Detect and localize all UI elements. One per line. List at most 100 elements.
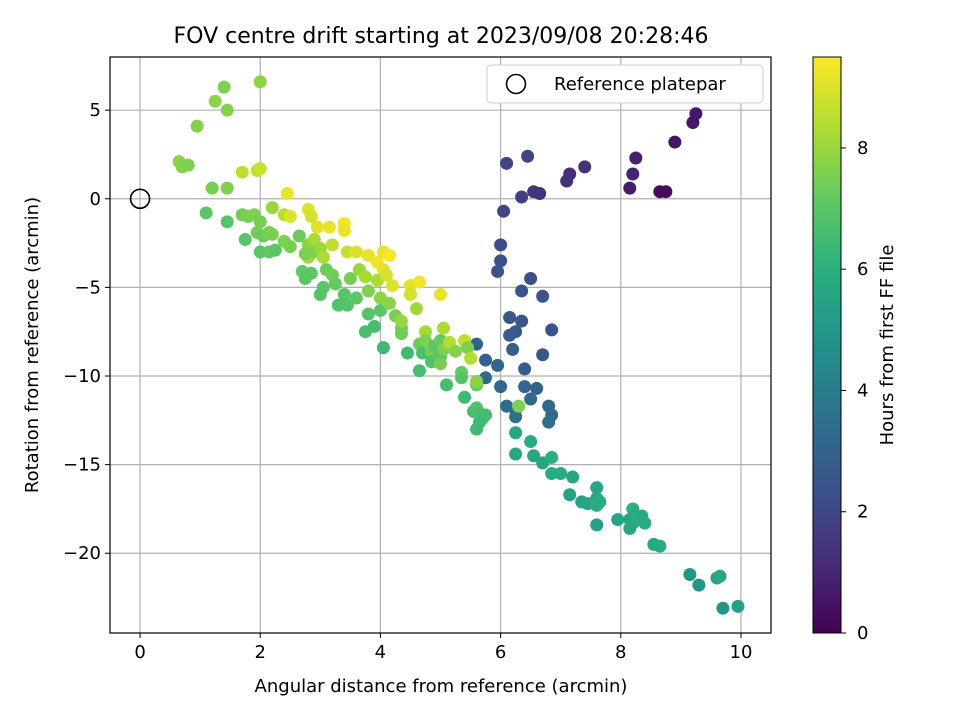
- scatter-point: [199, 206, 213, 220]
- scatter-point: [217, 80, 231, 94]
- y-axis-label: Rotation from reference (arcmin): [22, 197, 43, 493]
- scatter-point: [394, 326, 408, 340]
- scatter-point: [590, 518, 604, 532]
- scatter-point: [337, 287, 351, 301]
- scatter-point: [530, 381, 544, 395]
- scatter-point: [400, 346, 414, 360]
- scatter-point: [533, 186, 547, 200]
- scatter-point: [689, 107, 703, 121]
- legend: Reference platepar: [486, 64, 764, 104]
- colorbar-tick-label: 8: [857, 138, 868, 159]
- scatter-point: [470, 374, 484, 388]
- colorbar-ticks: 0 2 4 6 8: [841, 138, 868, 644]
- scatter-point: [403, 287, 417, 301]
- scatter-point: [494, 380, 508, 394]
- scatter-point: [560, 174, 574, 188]
- scatter-point: [373, 303, 387, 317]
- reference-marker-layer: [129, 188, 151, 210]
- scatter-point: [554, 466, 568, 480]
- x-tick-label: 8: [615, 642, 626, 663]
- scatter-point: [235, 165, 249, 179]
- scatter-point: [503, 311, 517, 325]
- chart-title: FOV centre drift starting at 2023/09/08 …: [174, 24, 709, 49]
- scatter-point: [208, 94, 222, 108]
- plot-area-frame: [109, 56, 772, 634]
- scatter-point: [268, 243, 282, 257]
- scatter-point: [515, 314, 529, 328]
- scatter-point: [506, 342, 520, 356]
- scatter-point: [253, 162, 267, 176]
- scatter-point: [385, 279, 399, 293]
- scatter-point: [509, 410, 523, 424]
- colorbar-tick-label: 2: [857, 502, 868, 523]
- scatter-point: [524, 435, 538, 449]
- scatter-point: [503, 328, 517, 342]
- y-tick-label: 5: [90, 100, 101, 121]
- scatter-point: [253, 245, 267, 259]
- scatter-point: [683, 568, 697, 582]
- scatter-point: [509, 447, 523, 461]
- scatter-point: [629, 151, 643, 165]
- scatter-point: [524, 272, 538, 286]
- scatter-point: [437, 321, 451, 335]
- scatter-point: [461, 341, 475, 355]
- scatter-point: [379, 268, 393, 282]
- scatter-point: [313, 287, 327, 301]
- legend-reference-label: Reference platepar: [554, 74, 726, 95]
- scatter-point: [376, 341, 390, 355]
- scatter-point: [412, 364, 426, 378]
- scatter-point: [304, 210, 318, 224]
- colorbar-tick-label: 0: [857, 623, 868, 644]
- scatter-point: [545, 323, 559, 337]
- colorbar-gradient: [812, 56, 842, 634]
- scatter-point: [626, 167, 640, 181]
- legend-reference-marker: [505, 73, 527, 95]
- scatter-point: [283, 210, 297, 224]
- scatter-point: [340, 245, 354, 259]
- scatter-point: [518, 362, 532, 376]
- colorbar-tick-label: 4: [857, 380, 868, 401]
- scatter-point: [500, 156, 514, 170]
- scatter-point: [253, 215, 267, 229]
- scatter-point: [512, 399, 526, 413]
- scatter-point: [310, 220, 324, 234]
- scatter-point: [361, 284, 375, 298]
- scatter-point: [536, 348, 550, 362]
- colorbar: 0 2 4 6 8 Hours from first FF file: [812, 56, 898, 644]
- y-tick-label: −15: [63, 455, 101, 476]
- scatter-point: [205, 181, 219, 195]
- scatter-point: [316, 250, 330, 264]
- scatter-point: [668, 135, 682, 149]
- scatter-point: [494, 254, 508, 268]
- scatter-point: [349, 291, 363, 305]
- scatter-point: [292, 229, 306, 243]
- scatter-point: [542, 415, 556, 429]
- scatter-point: [545, 451, 559, 465]
- scatter-point: [455, 371, 469, 385]
- scatter-point: [590, 481, 604, 495]
- scatter-point: [220, 181, 234, 195]
- scatter-point: [367, 319, 381, 333]
- scatter-point: [521, 149, 535, 163]
- scatter-point: [434, 287, 447, 301]
- scatter-point: [382, 296, 396, 310]
- scatter-point: [491, 358, 505, 372]
- scatter-point: [440, 378, 454, 392]
- scatter-point: [358, 270, 372, 284]
- scatter-point: [280, 186, 294, 200]
- scatter-point: [713, 569, 727, 583]
- scatter-point: [304, 266, 318, 280]
- scatter-point: [653, 539, 667, 553]
- scatter-point: [190, 119, 204, 133]
- x-axis-ticks: 0 2 4 6 8 10: [134, 633, 752, 663]
- scatter-point: [412, 275, 426, 289]
- scatter-point: [181, 158, 195, 172]
- scatter-point: [518, 380, 532, 394]
- scatter-point: [590, 498, 604, 512]
- scatter-point: [509, 426, 523, 440]
- colorbar-tick-label: 6: [857, 259, 868, 280]
- y-axis-ticks: 5 0 −5 −10 −15 −20: [63, 100, 110, 564]
- scatter-point: [349, 245, 363, 259]
- scatter-point: [578, 160, 592, 174]
